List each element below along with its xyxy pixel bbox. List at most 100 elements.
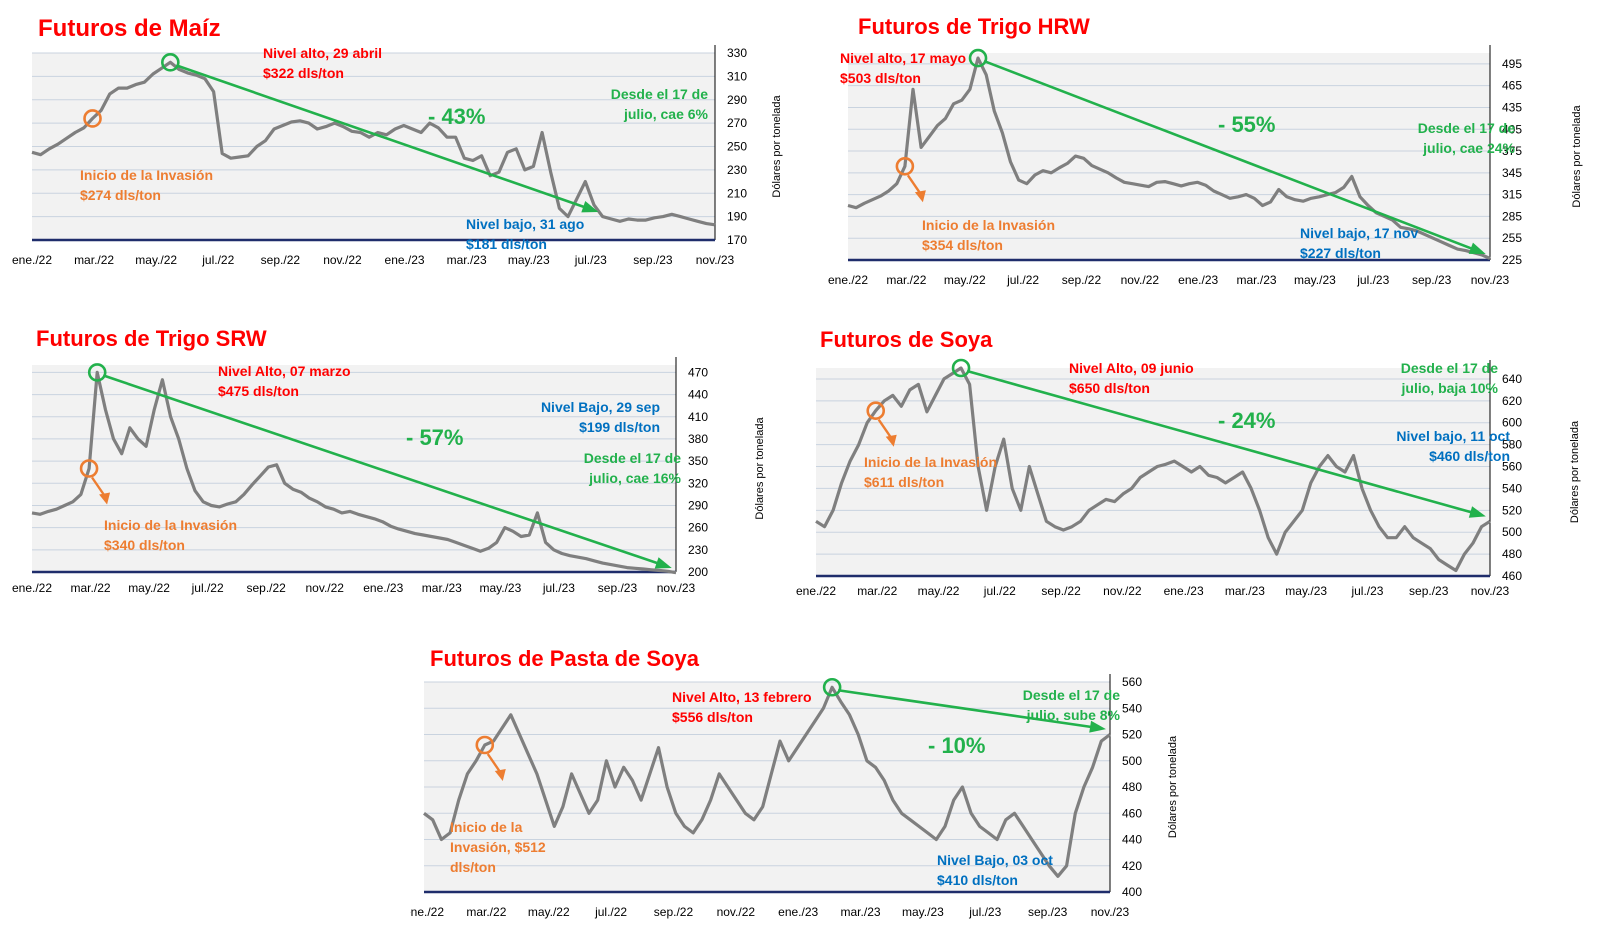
high-marker-icon xyxy=(822,677,842,697)
since-annotation: Desde el 17 de xyxy=(611,86,708,102)
y-tick-label: 290 xyxy=(688,498,708,512)
since-annotation: julio, cae 6% xyxy=(623,106,709,122)
y-tick-label: 350 xyxy=(688,454,708,468)
y-tick-label: 405 xyxy=(1502,122,1522,136)
y-tick-label: 500 xyxy=(1122,754,1142,768)
invasion-arrow-icon xyxy=(914,190,926,203)
x-tick-label: may./22 xyxy=(128,581,170,595)
invasion-annotation: Inicio de la Invasión xyxy=(80,167,213,183)
x-tick-label: sep./22 xyxy=(1041,584,1081,598)
series-line xyxy=(815,366,1491,573)
y-axis-label: Dólares por tonelada xyxy=(1569,420,1581,523)
y-tick-label: 540 xyxy=(1122,701,1142,715)
x-tick-label: sep./23 xyxy=(1412,273,1452,287)
invasion-annotation: Invasión, $512 xyxy=(450,839,546,855)
high-annotation: Nivel Alto, 09 junio xyxy=(1069,360,1194,376)
x-tick-label: may./23 xyxy=(1285,584,1327,598)
change-percent: - 57% xyxy=(406,425,463,450)
since-annotation: Desde el 17 de xyxy=(584,450,681,466)
series-line xyxy=(31,370,677,575)
y-tick-label: 260 xyxy=(688,521,708,535)
x-tick-label: mar./22 xyxy=(857,584,897,598)
x-tick-label: mar./23 xyxy=(447,253,487,267)
change-percent: - 43% xyxy=(428,104,485,129)
low-annotation: Nivel bajo, 17 nov xyxy=(1300,225,1418,241)
y-tick-label: 480 xyxy=(1502,547,1522,561)
invasion-annotation: $611 dls/ton xyxy=(864,474,944,490)
y-tick-label: 170 xyxy=(727,233,747,247)
change-percent: - 24% xyxy=(1218,408,1275,433)
since-annotation: Desde el 17 de xyxy=(1023,687,1120,703)
y-tick-label: 255 xyxy=(1502,231,1522,245)
low-annotation: Nivel Bajo, 03 oct xyxy=(937,852,1053,868)
invasion-annotation: $340 dls/ton xyxy=(104,537,185,553)
chart-title: Futuros de Trigo SRW xyxy=(36,326,267,351)
since-annotation: Desde el 17 de xyxy=(1401,360,1498,376)
invasion-annotation: Inicio de la Invasión xyxy=(922,217,1055,233)
y-axis-label: Dólares por tonelada xyxy=(1167,735,1179,838)
invasion-arrow-icon xyxy=(494,769,506,781)
x-tick-label: nov./23 xyxy=(1471,273,1510,287)
x-tick-label: may./23 xyxy=(479,581,521,595)
x-tick-label: may./22 xyxy=(918,584,960,598)
x-tick-label: sep./23 xyxy=(1028,905,1068,919)
y-tick-label: 410 xyxy=(688,410,708,424)
y-tick-label: 460 xyxy=(1122,806,1142,820)
low-annotation: Nivel bajo, 31 ago xyxy=(466,216,584,232)
invasion-marker-icon xyxy=(83,109,102,128)
plot-area xyxy=(816,368,1490,576)
x-tick-label: may./23 xyxy=(902,905,944,919)
trend-line xyxy=(983,59,1483,254)
y-tick-label: 495 xyxy=(1502,57,1522,71)
low-annotation: $410 dls/ton xyxy=(937,872,1018,888)
y-tick-label: 200 xyxy=(688,565,708,579)
trend-line xyxy=(966,369,1483,517)
chart-title: Futuros de Trigo HRW xyxy=(858,14,1090,39)
y-tick-label: 270 xyxy=(727,116,747,130)
invasion-marker-icon xyxy=(895,157,915,176)
trend-arrow-icon xyxy=(1089,720,1106,733)
y-tick-label: 190 xyxy=(727,210,747,224)
high-marker-icon xyxy=(951,358,971,378)
y-tick-label: 600 xyxy=(1502,416,1522,430)
trend-line xyxy=(837,688,1103,730)
invasion-annotation: dls/ton xyxy=(450,859,496,875)
x-tick-label: nov./22 xyxy=(323,253,362,267)
y-tick-label: 225 xyxy=(1502,253,1522,267)
y-tick-label: 500 xyxy=(1502,525,1522,539)
invasion-arrow xyxy=(906,174,922,195)
panel-pasta-soya: Futuros de Pasta de Soya 560 540 520 500 480 4… xyxy=(410,646,1179,919)
high-annotation: Nivel Alto, 07 marzo xyxy=(218,363,351,379)
y-tick-label: 460 xyxy=(1502,569,1522,583)
x-tick-label: may./23 xyxy=(1294,273,1336,287)
y-tick-label: 560 xyxy=(1502,460,1522,474)
y-tick-label: 520 xyxy=(1502,503,1522,517)
x-tick-label: ene./22 xyxy=(12,581,52,595)
x-tick-label: may./22 xyxy=(944,273,986,287)
x-tick-label: sep./22 xyxy=(261,253,301,267)
x-tick-label: jul./22 xyxy=(594,905,627,919)
high-marker-icon xyxy=(87,363,107,382)
y-tick-label: 230 xyxy=(727,163,747,177)
x-tick-label: nov./22 xyxy=(717,905,756,919)
series-line xyxy=(423,685,1111,878)
x-tick-label: mar./22 xyxy=(74,253,114,267)
x-tick-label: may./22 xyxy=(135,253,177,267)
x-tick-label: ene./23 xyxy=(385,253,425,267)
chart-title: Futuros de Soya xyxy=(820,327,993,352)
x-tick-label: mar./23 xyxy=(1237,273,1277,287)
y-tick-label: 580 xyxy=(1502,438,1522,452)
since-annotation: julio, cae 24% xyxy=(1422,140,1515,156)
invasion-marker-icon xyxy=(475,735,495,755)
invasion-arrow xyxy=(486,753,502,774)
y-tick-label: 310 xyxy=(727,69,747,83)
x-tick-label: nov./22 xyxy=(1121,273,1160,287)
y-axis-label: Dólares por tonelada xyxy=(1571,105,1583,208)
x-tick-label: sep./22 xyxy=(654,905,694,919)
change-percent: - 10% xyxy=(928,733,985,758)
x-tick-label: sep./22 xyxy=(1062,273,1102,287)
plot-area xyxy=(848,53,1490,260)
invasion-annotation: Inicio de la Invasión xyxy=(104,517,237,533)
y-tick-label: 470 xyxy=(688,365,708,379)
y-tick-label: 440 xyxy=(1122,833,1142,847)
